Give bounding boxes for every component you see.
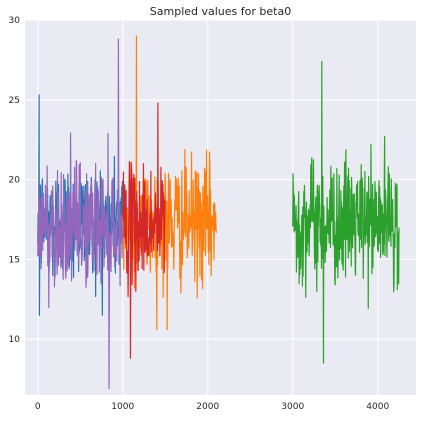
x-tick-label: 2000 [196,402,219,412]
chart-title: Sampled values for beta0 [150,5,291,18]
y-tick-label: 30 [9,16,21,26]
x-tick-label: 1000 [111,402,134,412]
series-line-3 [292,60,400,364]
y-tick-label: 15 [9,255,20,265]
series-line-4 [122,102,166,359]
y-tick-label: 10 [9,335,21,345]
tick-labels: 0 1000 2000 3000 4000 10 15 20 25 30 [9,16,390,412]
x-tick-label: 3000 [281,402,304,412]
x-tick-label: 0 [35,402,41,412]
series-layer [37,35,400,390]
x-tick-label: 4000 [366,402,389,412]
y-tick-label: 20 [9,176,21,186]
y-tick-label: 25 [9,96,20,106]
series-line-5 [37,38,124,390]
